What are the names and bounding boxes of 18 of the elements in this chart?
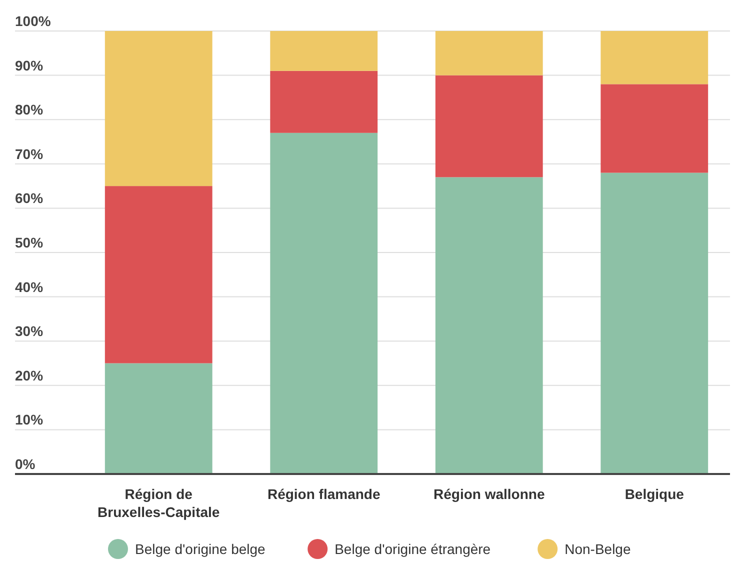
y-tick-label: 100% <box>15 13 52 29</box>
y-tick-label: 50% <box>15 234 44 250</box>
legend-label: Belge d'origine étrangère <box>334 541 491 557</box>
y-tick-label: 20% <box>15 367 44 384</box>
x-tick-label: Région wallonne <box>434 486 545 502</box>
legend-label: Non-Belge <box>564 541 631 557</box>
x-tick-label: Région flamande <box>267 486 380 502</box>
y-tick-label: 90% <box>15 57 44 74</box>
y-tick-label: 30% <box>15 323 44 340</box>
y-tick-label: 80% <box>15 102 44 118</box>
y-tick-label: 60% <box>15 190 44 206</box>
y-tick-label: 0% <box>15 456 36 472</box>
y-tick-label: 70% <box>15 146 44 162</box>
legend-label: Belge d'origine belge <box>135 541 266 557</box>
y-tick-label: 40% <box>15 278 44 295</box>
y-tick-label: 10% <box>15 412 44 428</box>
x-tick-label: Belgique <box>624 486 684 502</box>
x-tick-label: Région de Bruxelles-Capitale <box>98 486 220 520</box>
